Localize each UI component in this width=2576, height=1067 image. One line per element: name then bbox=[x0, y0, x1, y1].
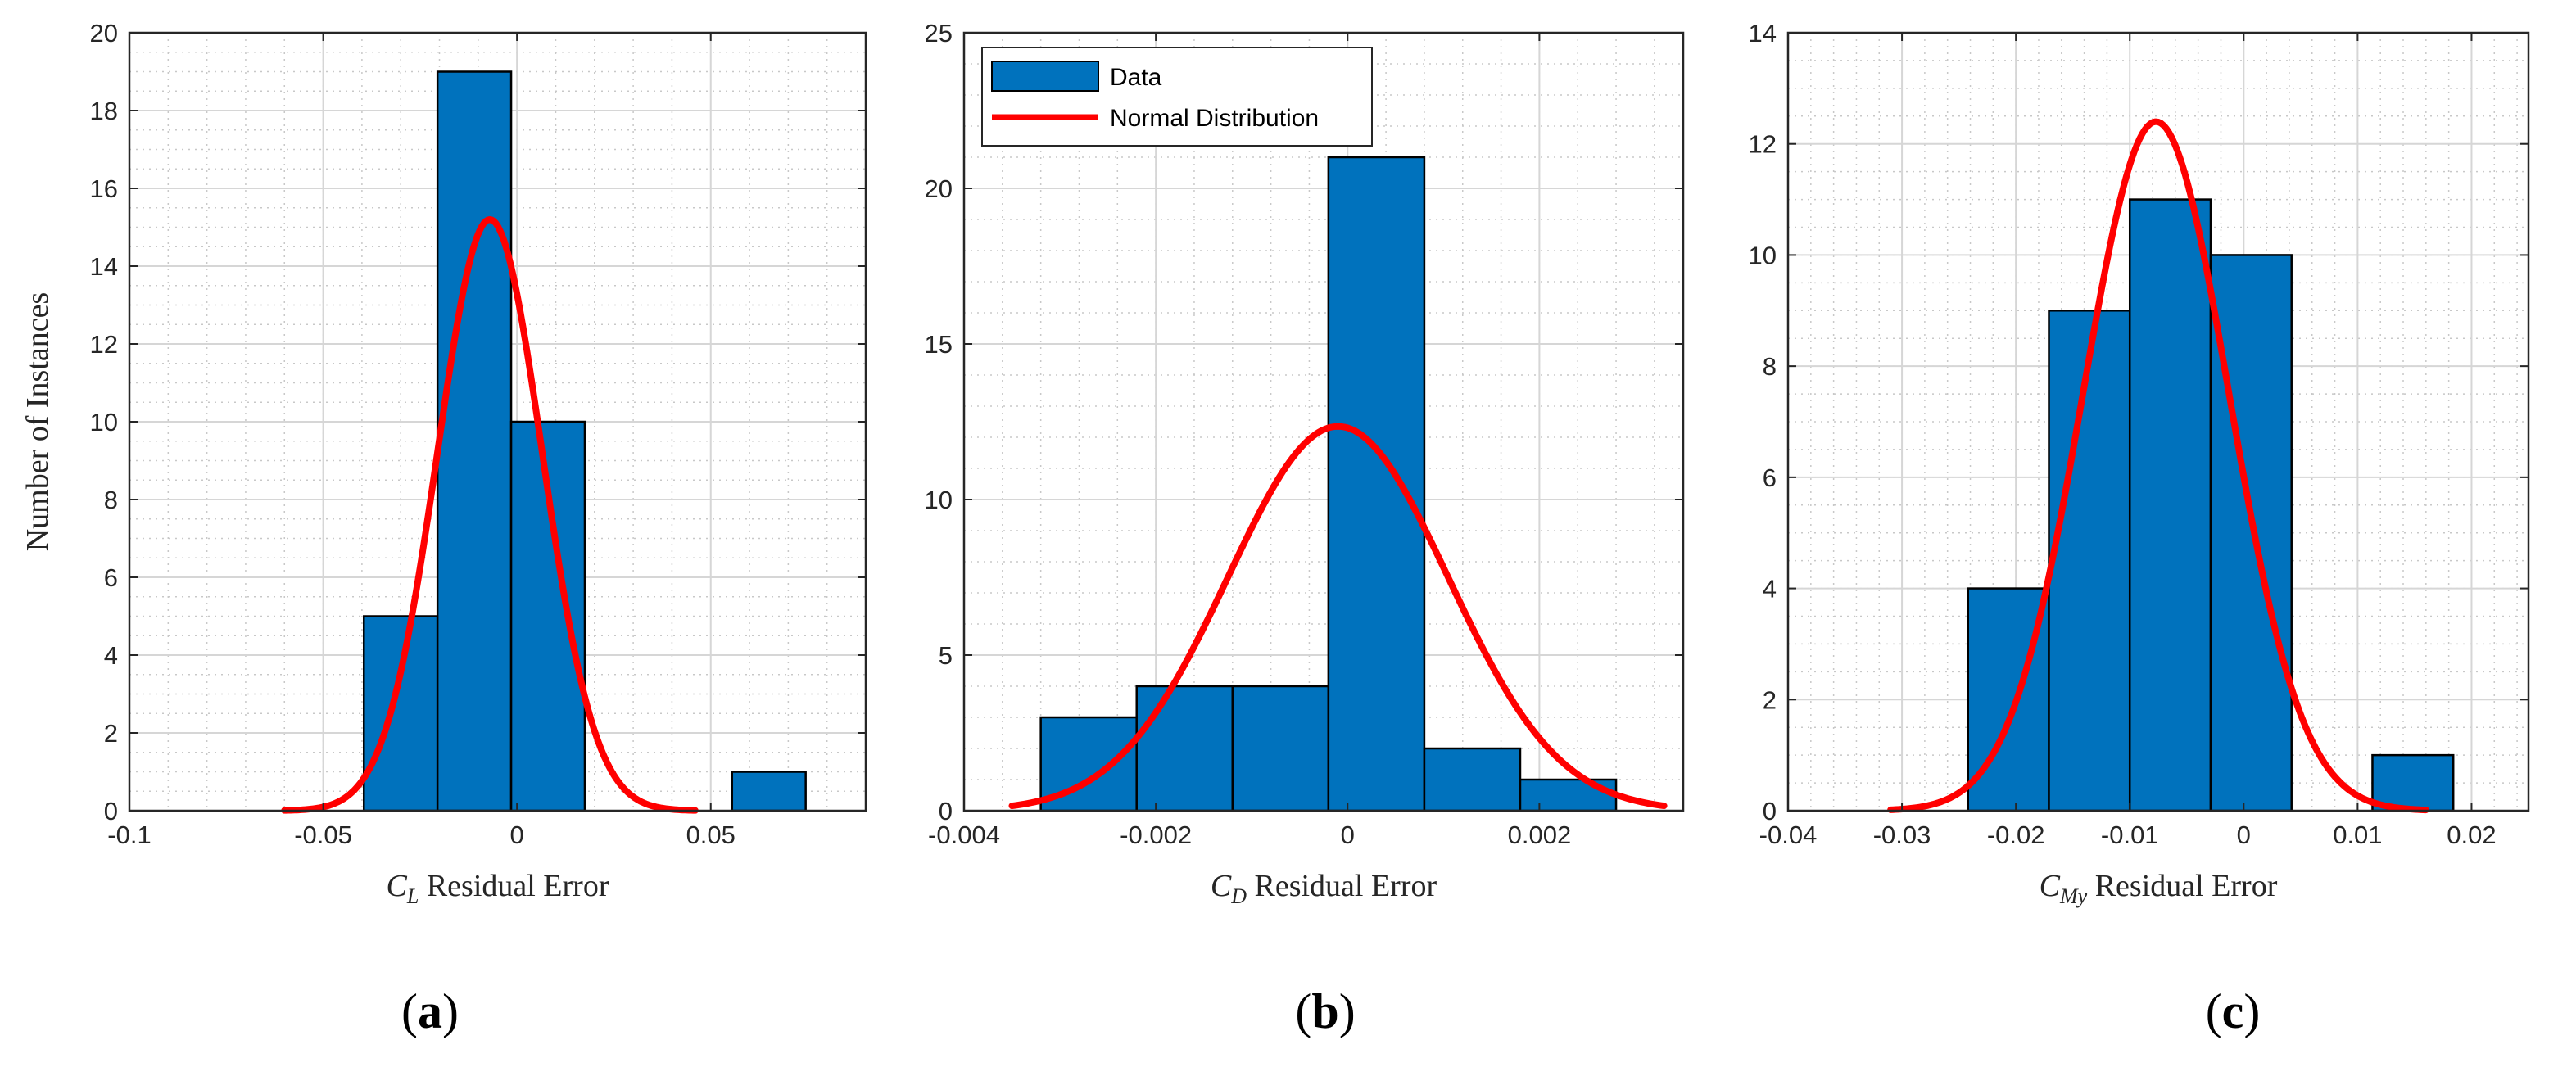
normal-distribution-curve bbox=[281, 216, 699, 814]
y-tick-label: 12 bbox=[1749, 130, 1777, 159]
histogram-bar bbox=[2371, 753, 2455, 812]
histogram-bar bbox=[2128, 198, 2212, 812]
histogram-bars bbox=[1967, 198, 2455, 812]
y-tick-label: 18 bbox=[90, 97, 118, 125]
x-axis-label-text: Residual Error bbox=[419, 869, 609, 903]
histogram-bar bbox=[1135, 685, 1234, 812]
chart-panel-3: -0.04 -0.03 -0.02 -0.01 0 0.01 0.02 0 2 4 6 8 10 12 14… bbox=[1749, 19, 2530, 1038]
y-tick-label: 10 bbox=[925, 486, 953, 514]
x-tick-label: 0 bbox=[2237, 821, 2251, 849]
legend-label-normal: Normal Distribution bbox=[1110, 105, 1319, 132]
y-tick-label: 8 bbox=[104, 486, 118, 514]
legend-label-data: Data bbox=[1110, 64, 1162, 91]
x-tick-label: -0.002 bbox=[1120, 821, 1192, 849]
y-tick-label: 10 bbox=[90, 408, 118, 436]
x-tick-label: 0.01 bbox=[2333, 821, 2382, 849]
tick-marks bbox=[129, 32, 866, 812]
subfigure-label-open: ( bbox=[2206, 984, 2222, 1038]
y-tick-label: 6 bbox=[104, 563, 118, 592]
x-axis-label: CMy Residual Error bbox=[2040, 869, 2278, 908]
y-tick-label: 25 bbox=[925, 19, 953, 47]
x-tick-label: 0.05 bbox=[686, 821, 736, 849]
histogram-bars bbox=[1039, 156, 1618, 812]
x-axis-label: CL Residual Error bbox=[387, 869, 609, 908]
subfigure-label-close: ) bbox=[1339, 984, 1356, 1038]
y-tick-label: 2 bbox=[1763, 685, 1777, 714]
legend: Data Normal Distribution bbox=[981, 47, 1373, 147]
y-tick-label: 20 bbox=[90, 19, 118, 47]
subfigure-label: (b) bbox=[1295, 984, 1355, 1038]
y-axis-label: Number of Instances bbox=[20, 292, 55, 552]
x-tick-label: -0.01 bbox=[2101, 821, 2159, 849]
normal-distribution-curve bbox=[1008, 423, 1668, 810]
x-axis-label-text: Residual Error bbox=[2087, 869, 2278, 903]
x-tick-label: -0.03 bbox=[1873, 821, 1931, 849]
x-tick-label: -0.04 bbox=[1759, 821, 1818, 849]
histogram-bar bbox=[1423, 747, 1522, 812]
subfigure-label-letter: a bbox=[418, 984, 442, 1038]
x-axis-label-subscript: D bbox=[1230, 884, 1247, 908]
histogram-bar bbox=[363, 615, 439, 812]
subfigure-label: (c) bbox=[2206, 984, 2261, 1038]
subfigure-label-open: ( bbox=[1295, 984, 1311, 1038]
y-tick-label: 0 bbox=[1763, 797, 1777, 825]
tick-marks bbox=[1787, 32, 2528, 812]
y-tick-label: 20 bbox=[925, 174, 953, 203]
histogram-bar bbox=[1519, 778, 1618, 812]
chart-panel-2: -0.004 -0.002 0 0.002 0 5 10 15 20 25 CD Residual … bbox=[925, 19, 1685, 1038]
normal-distribution-curve bbox=[1887, 118, 2429, 814]
y-tick-label: 0 bbox=[939, 797, 953, 825]
x-axis-label-symbol: C bbox=[387, 869, 408, 903]
subfigure-label-close: ) bbox=[442, 984, 459, 1038]
y-tick-label: 6 bbox=[1763, 463, 1777, 492]
x-tick-label: 0.002 bbox=[1508, 821, 1572, 849]
x-axis-label-symbol: C bbox=[2040, 869, 2061, 903]
histogram-bar bbox=[731, 771, 807, 812]
y-tick-label: 5 bbox=[939, 641, 953, 670]
histogram-bar bbox=[1327, 156, 1426, 812]
x-tick-label: -0.02 bbox=[1987, 821, 2045, 849]
axes-frame bbox=[1786, 31, 2530, 812]
x-axis-label: CD Residual Error bbox=[1211, 869, 1437, 908]
x-axis-label-symbol: C bbox=[1211, 869, 1232, 903]
subfigure-label-open: ( bbox=[401, 984, 418, 1038]
subfigure-label: (a) bbox=[401, 984, 459, 1038]
x-tick-label: 0.02 bbox=[2447, 821, 2496, 849]
histogram-bar bbox=[2048, 310, 2131, 812]
y-tick-label: 12 bbox=[90, 330, 118, 359]
x-tick-label: -0.05 bbox=[294, 821, 352, 849]
x-tick-label: 0 bbox=[510, 821, 524, 849]
x-axis-label-text: Residual Error bbox=[1247, 869, 1437, 903]
subfigure-label-letter: b bbox=[1311, 984, 1338, 1038]
y-tick-label: 4 bbox=[104, 641, 118, 670]
subfigure-label-letter: c bbox=[2222, 984, 2244, 1038]
x-tick-label: -0.1 bbox=[107, 821, 151, 849]
histogram-bar bbox=[1231, 685, 1330, 812]
y-tick-label: 10 bbox=[1749, 241, 1777, 269]
y-tick-label: 0 bbox=[104, 797, 118, 825]
y-tick-label: 14 bbox=[1749, 19, 1777, 47]
y-tick-label: 16 bbox=[90, 174, 118, 203]
y-tick-label: 4 bbox=[1763, 575, 1777, 604]
chart-panel-1: -0.1 -0.05 0 0.05 0 2 4 6 8 10 12 14 16 18 20 CL Residu… bbox=[20, 19, 867, 1038]
legend-swatch-bar bbox=[991, 61, 1099, 92]
y-tick-label: 14 bbox=[90, 252, 118, 281]
x-axis-label-subscript: L bbox=[406, 884, 419, 908]
x-axis-label-subscript: My bbox=[2059, 884, 2088, 908]
histogram-bar bbox=[436, 70, 513, 812]
subfigure-label-close: ) bbox=[2243, 984, 2260, 1038]
y-tick-label: 8 bbox=[1763, 352, 1777, 381]
x-tick-label: -0.004 bbox=[928, 821, 1000, 849]
tick-marks bbox=[963, 32, 1683, 812]
y-tick-label: 15 bbox=[925, 330, 953, 359]
x-tick-label: 0 bbox=[1341, 821, 1355, 849]
y-tick-label: 2 bbox=[104, 719, 118, 748]
axes-frame bbox=[962, 31, 1685, 812]
